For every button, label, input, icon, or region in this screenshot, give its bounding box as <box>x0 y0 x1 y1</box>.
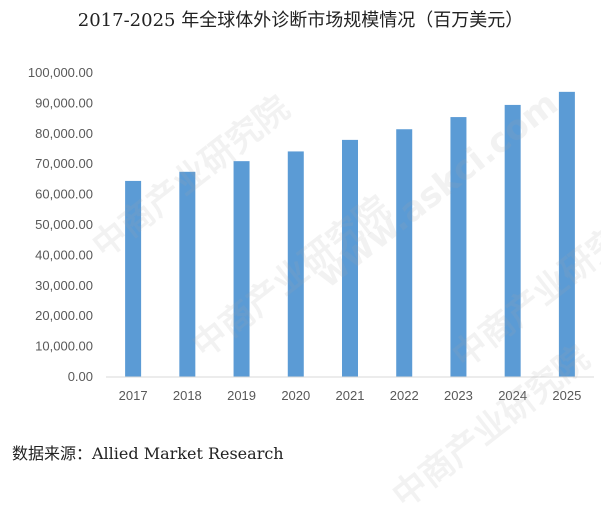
x-tick-label: 2021 <box>336 388 365 403</box>
bar-2019 <box>233 161 250 377</box>
bar-2022 <box>396 129 413 377</box>
y-tick-label: 100,000.00 <box>28 65 93 80</box>
bar-2024 <box>504 104 521 378</box>
y-tick-label: 20,000.00 <box>35 308 93 323</box>
bar-2021 <box>342 139 358 377</box>
bars <box>125 91 575 378</box>
source-note: 数据来源：Allied Market Research <box>12 444 284 463</box>
x-tick-label: 2017 <box>119 388 148 403</box>
y-tick-label: 90,000.00 <box>35 95 93 110</box>
y-axis-ticks: 0.00 10,000.00 20,000.00 30,000.00 40,000.00… <box>28 65 93 384</box>
x-tick-label: 2022 <box>390 388 419 403</box>
x-tick-label: 2020 <box>281 388 310 403</box>
bar-2020 <box>287 151 304 377</box>
bar-2017 <box>125 180 142 377</box>
bar-2023 <box>450 117 467 377</box>
bar-2018 <box>179 171 196 377</box>
chart-title: 2017-2025 年全球体外诊断市场规模情况（百万美元） <box>77 10 524 31</box>
y-tick-label: 70,000.00 <box>35 156 93 171</box>
y-tick-label: 80,000.00 <box>35 126 93 141</box>
x-axis-ticks: 2017 2018 2019 2020 2021 2022 2023 2024 2025 <box>119 388 582 403</box>
y-tick-label: 40,000.00 <box>35 247 93 262</box>
x-tick-label: 2019 <box>227 388 256 403</box>
x-tick-label: 2018 <box>173 388 202 403</box>
x-tick-label: 2023 <box>444 388 473 403</box>
y-tick-label: 30,000.00 <box>35 278 93 293</box>
x-tick-label: 2024 <box>498 388 527 403</box>
x-tick-label: 2025 <box>552 388 581 403</box>
y-tick-label: 0.00 <box>68 369 93 384</box>
y-tick-label: 50,000.00 <box>35 217 93 232</box>
bar-2025 <box>558 91 575 378</box>
y-tick-label: 10,000.00 <box>35 339 93 354</box>
y-tick-label: 60,000.00 <box>35 187 93 202</box>
bar-chart: 0.00 10,000.00 20,000.00 30,000.00 40,000.00… <box>28 65 594 403</box>
